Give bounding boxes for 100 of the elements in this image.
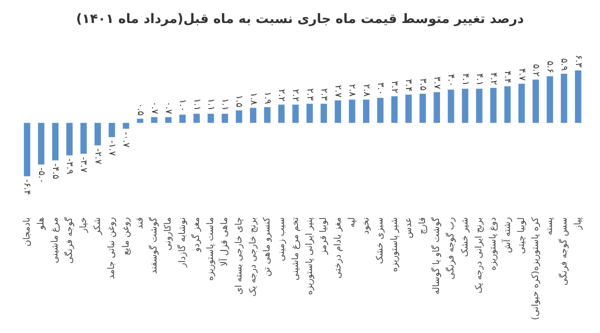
data-label: ۱.۱ (220, 98, 230, 111)
data-label: ۲.۸ (346, 84, 357, 97)
x-tick-label: پسته (545, 216, 556, 236)
data-label: ۳.۰ (374, 82, 385, 95)
bar (348, 100, 356, 123)
bar (363, 100, 370, 123)
data-label: -۴.۵ (50, 163, 60, 180)
bar (448, 90, 454, 123)
x-tick-label: مرغ ماشینی (50, 217, 61, 264)
data-label: ۲.۳ (318, 88, 328, 101)
data-label: ۳.۷ (432, 76, 442, 90)
data-label: ۰.۷ (163, 102, 174, 114)
bar (306, 104, 313, 123)
bar (278, 104, 285, 123)
data-label: -۰.۷ (120, 132, 131, 148)
bar (24, 122, 30, 176)
bar (208, 114, 214, 123)
data-label: ۱.۱ (191, 98, 202, 111)
data-label: ۶.۳ (572, 54, 583, 68)
bar (504, 86, 511, 123)
x-tick-label: قند (135, 217, 146, 229)
x-tick-label: پنیر ایرانی پاستوریزه (305, 216, 316, 295)
data-label: -۶.۴ (22, 179, 32, 196)
x-tick-label: نوشابه گازدار (176, 217, 188, 268)
x-tick-label: عدس (404, 217, 414, 238)
data-label: ۴.۴ (502, 70, 512, 84)
data-label: -۵.۰ (36, 168, 46, 184)
chart-title: درصد تغییر متوسط قیمت ماه جاری نسبت به ماه قبل(مرداد ماه ۱۴۰۱) (76, 12, 524, 28)
x-tick-label: مغز گردو (190, 217, 202, 253)
x-tick-label: سس گوجه فرنگی (557, 217, 570, 286)
x-tick-label: سیب زمینی (276, 217, 287, 262)
x-tick-label: روغن نباتی جامد (107, 217, 118, 279)
x-tick-label: پیاز (573, 216, 584, 231)
x-tick-label: گوشت گاو یا گوساله (430, 216, 442, 295)
bar (518, 84, 525, 123)
bar (38, 122, 44, 165)
x-tick-label: هلو (36, 216, 47, 231)
bar (264, 107, 270, 123)
bar (52, 122, 59, 160)
x-tick-label: لوبیا قرمز (319, 217, 330, 256)
x-tick-label: رب گوجه فرنگی (444, 217, 456, 280)
bar (434, 92, 440, 123)
bar (193, 114, 200, 123)
x-tick-label: لپه (347, 217, 358, 228)
data-label: ۲.۲ (290, 89, 300, 102)
x-tick-label: کره پاستوریزه(کره حیوانی) (531, 216, 542, 320)
data-label: ۰.۵ (134, 103, 145, 116)
data-label: ۱.۵ (234, 94, 244, 108)
x-tick-label: برنج ایرانی درجه یک (474, 217, 485, 294)
bar (236, 110, 242, 123)
x-tick-label: گوجه فرنگی (62, 216, 75, 264)
data-label: ۴.۲ (488, 72, 498, 86)
data-label: ۲.۲ (276, 89, 286, 102)
bar (94, 122, 101, 146)
x-tick-label: خیار (78, 217, 89, 234)
data-label: -۱.۷ (106, 140, 117, 156)
bar (165, 117, 172, 123)
x-tick-label: تخم مرغ ماشینی (290, 216, 301, 280)
data-label: ۴.۱ (460, 73, 470, 86)
data-label: -۲.۷ (92, 148, 102, 164)
bar (420, 94, 426, 123)
data-label: ۴.۰ (446, 74, 456, 87)
data-label: ۲.۸ (360, 84, 371, 97)
x-tick-label: سبزی خشک (376, 217, 386, 264)
data-label: ۳.۵ (417, 78, 428, 91)
bar (532, 80, 539, 123)
x-tick-label: شیر پاستوریزه (390, 217, 400, 272)
x-tick-label: گوشت گوسفند (148, 216, 160, 274)
bar (66, 122, 73, 156)
data-label: -۳.۷ (78, 156, 88, 173)
x-tick-label: شیر خشک (460, 217, 470, 257)
bar (334, 100, 342, 123)
bar (320, 104, 327, 123)
bar (560, 74, 568, 123)
data-label: ۱.۹ (262, 92, 272, 104)
data-label: ۱.۱ (205, 98, 216, 111)
bar (574, 70, 582, 123)
x-tick-label: چای خارجی بسته ای (234, 217, 244, 294)
data-label: ۲.۷ (332, 84, 343, 98)
bar (179, 114, 186, 123)
bar (222, 114, 228, 123)
bar (546, 76, 554, 123)
x-tick-label: مغز بادام درختی (333, 217, 344, 279)
x-tick-label: قارچ (418, 217, 428, 234)
x-tick-label: بادمجان (22, 217, 32, 246)
x-tick-label: ماست پاستوریزه (206, 217, 216, 281)
x-tick-label: شکر (93, 217, 104, 236)
bar (151, 117, 158, 123)
data-label: ۱.۰ (177, 99, 188, 112)
x-tick-label: روغن مایع (121, 217, 132, 256)
bar (136, 118, 144, 123)
data-label: ۴.۱ (474, 73, 484, 86)
data-label: ۳.۲ (389, 80, 400, 94)
bar (405, 94, 412, 123)
x-tick-label: دوغ پاستوریزه (488, 217, 499, 270)
bar (292, 104, 299, 123)
bar (80, 122, 87, 154)
data-label: ۵.۶ (544, 60, 555, 74)
data-label: ۱.۸ (248, 92, 258, 106)
x-tick-label: ماهی قزل آلا (218, 217, 230, 266)
